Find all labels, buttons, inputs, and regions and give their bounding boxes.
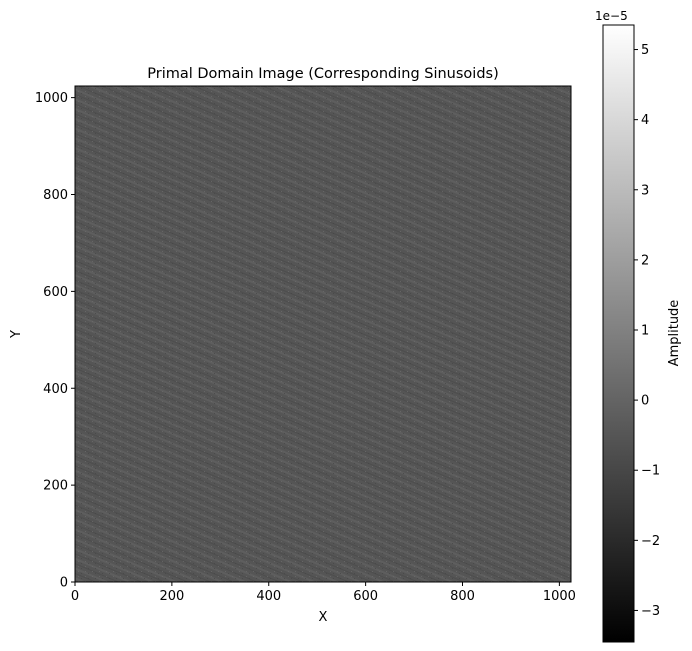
y-tick-label: 400 <box>43 382 68 397</box>
x-axis-label: X <box>319 610 328 625</box>
colorbar-tick-label: 5 <box>641 43 649 58</box>
colorbar-multiplier: 1e−5 <box>595 9 628 23</box>
heatmap-image <box>75 86 571 582</box>
x-tick-label: 0 <box>71 589 79 604</box>
y-tick-label: 0 <box>60 576 68 591</box>
y-axis-ticks: 0 200 400 600 800 1000 <box>35 91 75 590</box>
x-tick-label: 600 <box>353 589 378 604</box>
colorbar-tick-label: 3 <box>641 183 649 198</box>
y-axis-label: Y <box>9 330 24 339</box>
x-tick-label: 400 <box>256 589 281 604</box>
colorbar-tick-label: −1 <box>641 464 660 479</box>
colorbar-tick-label: −3 <box>641 604 660 619</box>
chart-title: Primal Domain Image (Corresponding Sinus… <box>147 66 498 82</box>
colorbar-label: Amplitude <box>667 300 682 367</box>
colorbar: −3 −2 −1 0 1 2 3 4 5 1e−5 Amplitude <box>595 9 682 642</box>
colorbar-tick-label: 4 <box>641 113 649 128</box>
colorbar-ticks: −3 −2 −1 0 1 2 3 4 5 <box>634 43 660 619</box>
heatmap-texture <box>75 86 571 582</box>
colorbar-tick-label: −2 <box>641 534 660 549</box>
x-tick-label: 200 <box>159 589 184 604</box>
x-tick-label: 800 <box>450 589 475 604</box>
y-tick-label: 800 <box>43 188 68 203</box>
colorbar-tick-label: 1 <box>641 323 649 338</box>
colorbar-gradient <box>603 25 634 642</box>
y-tick-label: 200 <box>43 479 68 494</box>
colorbar-tick-label: 0 <box>641 394 649 409</box>
y-tick-label: 600 <box>43 285 68 300</box>
colorbar-tick-label: 2 <box>641 253 649 268</box>
x-tick-label: 1000 <box>543 589 576 604</box>
y-tick-label: 1000 <box>35 91 68 106</box>
x-axis-ticks: 0 200 400 600 800 1000 <box>71 582 576 604</box>
